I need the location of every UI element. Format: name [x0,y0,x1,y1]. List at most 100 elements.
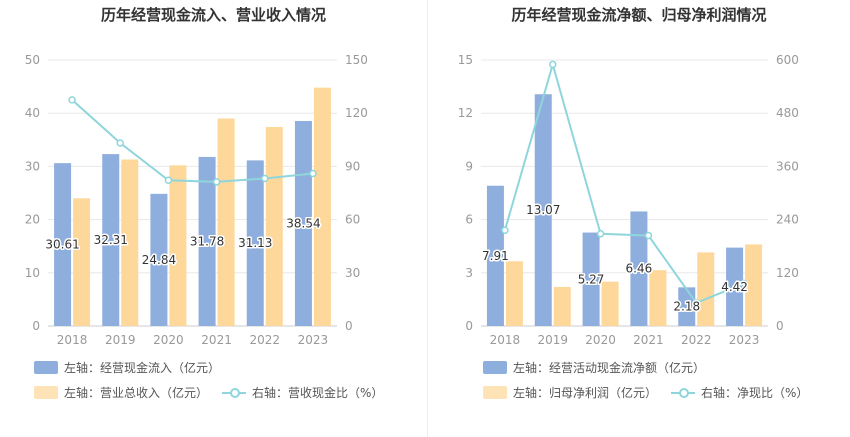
bar-value-label: 24.84 [142,253,176,267]
bar-revenue [169,165,187,326]
bar-net-profit [697,252,715,326]
ratio-point [740,279,748,288]
bar-value-label: 31.78 [190,234,224,248]
bar-revenue [313,87,331,326]
bar-net-profit [649,270,667,326]
x-axis-tick-label: 2018 [490,333,521,345]
left-axis-tick-label: 15 [458,53,473,67]
chart-title-left: 历年经营现金流入、营业收入情况 [100,6,326,24]
bar-revenue [265,127,283,326]
x-axis-tick-label: 2019 [537,333,568,345]
left-axis-tick-label: 0 [32,319,40,333]
bar-net-cash [582,232,600,326]
left-axis-tick-label: 6 [465,213,473,227]
right-axis-tick-label: 480 [776,106,799,120]
bar-value-label: 32.31 [94,233,128,247]
legend-item-net-profit[interactable]: 左轴：归母净利润（亿元） [483,384,657,401]
legend-swatch [483,361,507,374]
bar-value-label: 38.54 [286,216,320,230]
left-axis-tick-label: 0 [465,319,473,333]
ratio-point [212,178,221,186]
legend-label: 左轴：经营现金流入（亿元） [64,361,221,375]
legend-label: 左轴：营业总收入（亿元） [64,386,209,400]
bar-cash-inflow [102,154,120,326]
ratio-point [501,226,509,234]
x-axis-tick-label: 2018 [57,333,88,345]
x-axis-tick-label: 2022 [249,333,280,345]
left-axis-tick-label: 40 [25,106,40,120]
right-axis-tick-label: 0 [345,319,353,333]
legend-line-icon [222,386,246,399]
bar-value-label: 2.18 [673,300,700,314]
x-axis-tick-label: 2020 [153,333,184,345]
legend-item-revenue[interactable]: 左轴：营业总收入（亿元） [34,384,208,401]
left-axis-tick-label: 9 [465,159,473,173]
ratio-line [71,99,314,183]
bar-value-label: 5.27 [578,272,605,286]
legend-label: 左轴：经营活动现金流净额（亿元） [513,361,706,375]
ratio-point [549,60,557,69]
bar-cash-inflow [294,120,312,327]
ratio-point [309,169,317,178]
bar-value-label: 7.91 [482,249,509,263]
ratio-point [261,174,269,183]
legend-item-cash-inflow[interactable]: 左轴：经营现金流入（亿元） [34,359,220,376]
legend-label: 左轴：归母净利润（亿元） [513,386,658,400]
bar-net-cash [534,94,552,326]
chart-left: 0 0 10 30 20 60 30 90 40 120 50 150 2018 2019 2020 2021… [25,53,368,345]
left-axis-tick-label: 3 [465,266,473,280]
ratio-line [503,60,745,305]
legend-right: 左轴：经营活动现金流净额（亿元） 左轴：归母净利润（亿元） 右轴：净现比（%） [483,359,843,403]
chart-title-right: 历年经营现金流净额、归母净利润情况 [511,6,767,24]
left-axis-tick-label: 12 [458,106,473,120]
bar-net-profit [553,286,571,326]
chart-right: 0 0 3 120 6 240 9 360 12 480 15 600 2018 2019 2020 2021… [458,53,799,345]
bar-value-label: 4.42 [721,280,748,294]
bar-cash-inflow [150,193,168,326]
x-axis-tick-label: 2021 [201,333,232,345]
ratio-point [68,96,76,104]
bar-net-profit [505,261,523,326]
bar-revenue [217,118,235,327]
legend-swatch [483,386,507,399]
ratio-point [116,139,124,147]
left-axis-tick-label: 50 [25,53,40,67]
ratio-point [596,230,605,238]
bar-net-profit [745,244,763,326]
right-axis-tick-label: 600 [776,53,799,67]
panel-divider [427,0,428,437]
ratio-point [164,176,173,184]
bar-value-label: 6.46 [626,262,653,276]
bar-net-cash [630,211,648,326]
legend-left: 左轴：经营现金流入（亿元） 左轴：营业总收入（亿元） 右轴：营收现金比（%） [34,359,424,403]
right-axis-tick-label: 0 [776,319,784,333]
bar-cash-inflow [198,156,216,326]
legend-line-icon [671,386,695,399]
bar-net-profit [601,281,619,326]
bar-revenue [121,159,139,326]
right-axis-tick-label: 360 [776,159,799,173]
x-axis-tick-label: 2020 [585,333,616,345]
x-axis-tick-label: 2023 [298,333,329,345]
bar-net-cash [486,185,504,326]
right-axis-tick-label: 240 [776,213,799,227]
ratio-point [692,299,700,307]
right-axis-tick-label: 120 [776,266,799,280]
legend-label: 右轴：净现比（%） [701,386,809,400]
bar-cash-inflow [246,160,264,326]
left-axis-tick-label: 30 [25,159,40,173]
left-axis-tick-label: 10 [25,266,40,280]
ratio-point [644,231,653,240]
legend-item-net-cash[interactable]: 左轴：经营活动现金流净额（亿元） [483,359,705,376]
bar-value-label: 13.07 [526,203,560,217]
x-axis-tick-label: 2023 [729,333,760,345]
legend-label: 右轴：营收现金比（%） [252,386,384,400]
legend-item-cash-ratio[interactable]: 右轴：营收现金比（%） [222,384,383,401]
bar-value-label: 31.13 [238,236,272,250]
bar-value-label: 30.61 [45,238,79,252]
x-axis-tick-label: 2021 [633,333,664,345]
bar-revenue [73,198,91,326]
x-axis-tick-label: 2019 [105,333,136,345]
legend-item-net-cash-ratio[interactable]: 右轴：净现比（%） [671,384,808,401]
